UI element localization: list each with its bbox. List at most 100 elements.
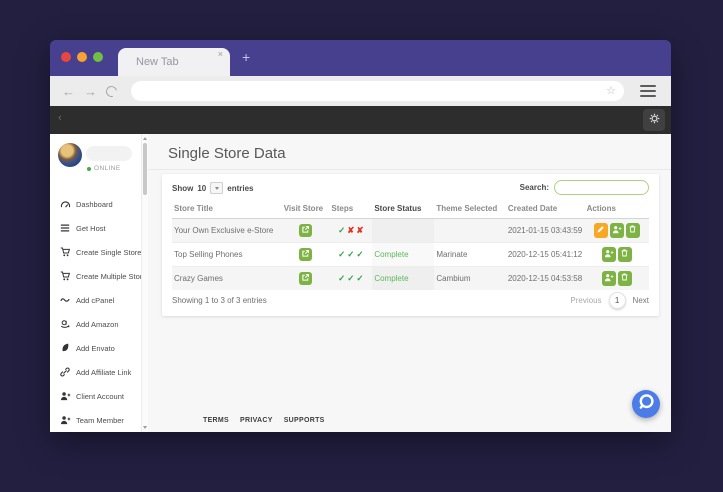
username-placeholder: [86, 146, 132, 161]
browser-tab[interactable]: New Tab ×: [118, 48, 230, 76]
col-actions[interactable]: Actions: [584, 200, 649, 219]
chat-widget-button[interactable]: [632, 390, 660, 418]
visit-store-cell: [281, 241, 330, 266]
sidebar-item-client-account[interactable]: Client Account: [60, 384, 137, 408]
app-body: ONLINE Dashboard Get Host Create Single …: [50, 134, 671, 432]
store-status-cell: [372, 217, 435, 242]
pencil-icon: [596, 225, 605, 236]
table-header-row: Store Title Visit Store Steps Store Stat…: [172, 200, 649, 219]
back-icon[interactable]: ←: [62, 83, 75, 99]
sidebar-item-team-member[interactable]: Team Member: [60, 408, 137, 432]
tab-close-icon[interactable]: ×: [217, 49, 223, 59]
page-number-button[interactable]: 1: [608, 292, 626, 309]
window-close-button[interactable]: [61, 52, 71, 62]
entries-label: entries: [227, 183, 254, 193]
actions-cell: [584, 241, 649, 266]
envato-icon: [60, 343, 71, 353]
user-plus-icon: [60, 391, 71, 401]
page-title: Single Store Data: [168, 145, 286, 162]
footer-link-privacy[interactable]: PRIVACY: [240, 417, 273, 424]
sidebar-item-label: Create Single Store: [76, 247, 142, 257]
url-bar[interactable]: ☆: [131, 81, 624, 101]
forward-icon[interactable]: →: [84, 83, 97, 99]
theme-cell: Cambium: [434, 265, 506, 290]
chevron-down-icon: [214, 186, 219, 190]
table-row: Your Own Exclusive e-Store ✓ ✘ ✘ 2021-01-1…: [172, 217, 649, 242]
sidebar-item-label: Create Multiple Store: [76, 271, 147, 281]
user-plus-icon: [604, 249, 614, 260]
col-store-status[interactable]: Store Status: [372, 200, 435, 219]
delete-button[interactable]: [617, 270, 632, 286]
pagination-controls: Previous 1 Next: [570, 292, 649, 309]
new-tab-button[interactable]: +: [242, 49, 251, 65]
footer-link-supports[interactable]: SUPPORTS: [283, 417, 325, 424]
scrollbar-thumb[interactable]: [143, 143, 147, 195]
page-size-value: 10: [197, 183, 207, 193]
sidebar-scrollbar[interactable]: [141, 134, 148, 432]
scroll-down-icon[interactable]: [143, 426, 147, 429]
assign-user-button[interactable]: [609, 222, 624, 238]
window-minimize-button[interactable]: [77, 52, 87, 62]
sidebar-item-add-cpanel[interactable]: Add cPanel: [60, 288, 137, 312]
avatar[interactable]: [58, 143, 82, 167]
dashboard-icon: [60, 199, 71, 209]
refresh-icon[interactable]: [103, 83, 120, 99]
col-theme-selected[interactable]: Theme Selected: [434, 200, 506, 219]
trash-icon: [620, 272, 629, 284]
title-divider: [148, 169, 671, 170]
sidebar-item-add-affiliate-link[interactable]: Add Affiliate Link: [60, 360, 137, 384]
delete-button[interactable]: [625, 222, 640, 238]
next-button[interactable]: Next: [632, 296, 649, 305]
delete-button[interactable]: [617, 246, 632, 262]
scroll-up-icon[interactable]: [143, 137, 147, 140]
sidebar-item-get-host[interactable]: Get Host: [60, 216, 137, 240]
sidebar-menu: Dashboard Get Host Create Single Store +…: [60, 192, 157, 432]
pagination-info: Showing 1 to 3 of 3 entries: [172, 296, 267, 305]
external-link-icon: [301, 225, 310, 236]
online-status: ONLINE: [87, 165, 121, 172]
sidebar-item-label: Dashboard: [76, 199, 113, 209]
sidebar-item-add-amazon[interactable]: Add Amazon: [60, 312, 137, 336]
page-size-select[interactable]: [210, 182, 224, 194]
sidebar-item-label: Get Host: [76, 223, 106, 233]
window-zoom-button[interactable]: [93, 52, 103, 62]
previous-button[interactable]: Previous: [570, 296, 602, 305]
footer: TERMS PRIVACY SUPPORTS: [203, 417, 325, 424]
sidebar-item-label: Add cPanel: [76, 295, 115, 305]
sidebar-collapse-icon[interactable]: ‹: [58, 112, 62, 124]
sidebar-item-label: Add Affiliate Link: [76, 367, 132, 377]
steps-cell: ✓ ✘ ✘: [329, 217, 373, 242]
sidebar-item-create-single-store[interactable]: Create Single Store +: [60, 240, 152, 264]
bookmark-star-icon[interactable]: ☆: [606, 85, 616, 97]
col-store-title[interactable]: Store Title: [172, 200, 282, 219]
created-date-cell: 2020-12-15 05:41:12: [505, 241, 585, 266]
browser-window: New Tab × + ← → ☆ ‹: [50, 40, 671, 432]
steps-cell: ✓ ✓ ✓: [329, 241, 373, 266]
col-visit-store[interactable]: Visit Store: [281, 200, 330, 219]
actions-cell: [584, 265, 649, 290]
step-check-icon: ✓: [356, 248, 364, 259]
visit-store-button[interactable]: [299, 247, 313, 261]
online-label: ONLINE: [94, 165, 121, 172]
step-check-icon: ✓: [347, 248, 355, 259]
step-check-icon: ✓: [338, 248, 346, 259]
assign-user-button[interactable]: [601, 246, 616, 262]
store-title-cell: Top Selling Phones: [172, 241, 282, 266]
footer-link-terms[interactable]: TERMS: [203, 417, 229, 424]
sidebar-item-dashboard[interactable]: Dashboard: [60, 192, 137, 216]
sidebar-item-create-multiple-store[interactable]: Create Multiple Store +: [60, 264, 157, 288]
browser-menu-icon[interactable]: [640, 82, 656, 100]
sidebar-item-add-envato[interactable]: Add Envato: [60, 336, 137, 360]
col-steps[interactable]: Steps: [329, 200, 373, 219]
visit-store-cell: [281, 217, 330, 242]
visit-store-button[interactable]: [299, 223, 313, 237]
edit-button[interactable]: [593, 222, 608, 238]
trash-icon: [628, 224, 637, 236]
settings-button[interactable]: [643, 109, 665, 131]
col-created-date[interactable]: Created Date: [505, 200, 585, 219]
visit-store-button[interactable]: [299, 271, 313, 285]
assign-user-button[interactable]: [601, 270, 616, 286]
search-input[interactable]: [554, 180, 649, 195]
data-card: Show 10 entries Search:: [162, 174, 659, 316]
